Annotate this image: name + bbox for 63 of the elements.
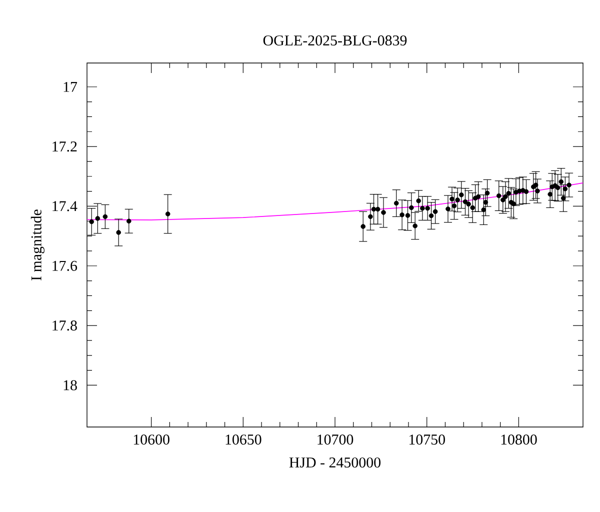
point xyxy=(360,224,366,229)
point xyxy=(484,190,490,196)
y-tick-label: 17.4 xyxy=(52,201,78,212)
point xyxy=(548,192,553,197)
point xyxy=(375,206,380,212)
x-tick-label: 10800 xyxy=(501,434,537,445)
point xyxy=(466,202,471,207)
y-tick-label: 17 xyxy=(64,82,78,92)
point xyxy=(511,201,516,206)
point xyxy=(462,199,468,204)
y-tick-label: 17.2 xyxy=(52,141,77,152)
point xyxy=(381,210,386,215)
point xyxy=(371,206,376,212)
point xyxy=(496,193,502,198)
point xyxy=(560,196,566,201)
point xyxy=(428,213,434,218)
point xyxy=(562,186,568,192)
point xyxy=(420,206,425,211)
x-tick-label: 10750 xyxy=(409,434,445,445)
point xyxy=(450,196,454,202)
point xyxy=(481,207,486,212)
point xyxy=(500,198,506,202)
point xyxy=(425,206,430,211)
point xyxy=(432,209,438,214)
x-tick-label: 10650 xyxy=(226,434,262,445)
point xyxy=(483,200,488,205)
point xyxy=(452,204,457,208)
point xyxy=(446,206,450,212)
point xyxy=(405,213,410,218)
x-tick-label: 10700 xyxy=(318,434,354,445)
x-axis-title: HJD - 2450000 xyxy=(289,457,380,468)
point xyxy=(409,205,414,210)
point xyxy=(524,189,529,194)
y-axis-title: I magnitude xyxy=(30,210,44,280)
line-series xyxy=(87,182,584,220)
y-tick-label: 17.6 xyxy=(52,260,78,271)
point xyxy=(566,182,572,188)
y-tick-label: 17.8 xyxy=(52,320,77,331)
point xyxy=(458,192,464,198)
point xyxy=(126,218,132,224)
point xyxy=(455,198,460,202)
point xyxy=(95,216,100,221)
point xyxy=(476,194,481,200)
point xyxy=(116,230,121,235)
point xyxy=(416,198,421,204)
chart-title: OGLE-2025-BLG-0839 xyxy=(263,35,407,46)
y-tick-label: 18 xyxy=(64,380,77,390)
x-tick-label: 10600 xyxy=(134,434,170,445)
point xyxy=(555,185,560,190)
point xyxy=(503,194,508,200)
point xyxy=(533,182,538,188)
point xyxy=(535,188,540,194)
point xyxy=(558,179,564,184)
point xyxy=(400,212,404,218)
point xyxy=(506,190,512,196)
point xyxy=(102,214,108,220)
point xyxy=(470,205,475,210)
point xyxy=(394,200,399,206)
point xyxy=(412,224,418,228)
point xyxy=(165,212,170,216)
point xyxy=(514,190,518,195)
point xyxy=(89,219,94,224)
point xyxy=(368,214,373,220)
